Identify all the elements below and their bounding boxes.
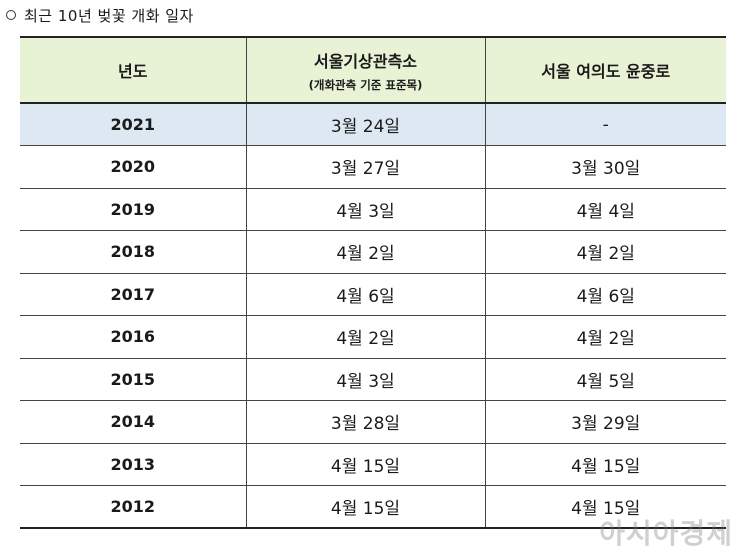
cell-observatory: 4월 15일 xyxy=(245,485,486,529)
circle-bullet-icon xyxy=(6,10,16,20)
cell-year: 2014 xyxy=(20,400,247,444)
cell-yeouido: - xyxy=(484,103,726,146)
cherry-blossom-table: 년도 서울기상관측소 (개화관측 기준 표준목) 서울 여의도 윤중로 2021… xyxy=(20,36,726,529)
cell-observatory: 4월 3일 xyxy=(245,188,486,231)
cell-year: 2013 xyxy=(20,443,247,486)
cell-yeouido: 4월 15일 xyxy=(484,485,726,529)
cell-yeouido: 3월 30일 xyxy=(484,145,726,189)
caption-text: 최근 10년 벚꽃 개화 일자 xyxy=(24,6,194,25)
watermark-logo: 아시아경제 xyxy=(599,517,733,550)
cell-yeouido: 4월 2일 xyxy=(484,315,726,359)
table-row: 2017 4월 6일 4월 6일 xyxy=(20,273,726,316)
table-row: 2012 4월 15일 4월 15일 xyxy=(20,485,726,529)
cell-year: 2017 xyxy=(20,273,247,316)
cell-observatory: 3월 27일 xyxy=(245,145,486,189)
cell-year: 2016 xyxy=(20,315,247,359)
table-row: 2019 4월 3일 4월 4일 xyxy=(20,188,726,231)
cell-observatory: 4월 3일 xyxy=(245,358,486,401)
cell-yeouido: 3월 29일 xyxy=(484,400,726,444)
table-row: 2014 3월 28일 3월 29일 xyxy=(20,400,726,444)
cell-observatory: 4월 2일 xyxy=(245,315,486,359)
header-observatory: 서울기상관측소 (개화관측 기준 표준목) xyxy=(245,36,486,104)
table-row: 2020 3월 27일 3월 30일 xyxy=(20,145,726,189)
cell-yeouido: 4월 15일 xyxy=(484,443,726,486)
cell-observatory: 3월 24일 xyxy=(245,103,486,146)
cell-year: 2020 xyxy=(20,145,247,189)
header-observatory-title: 서울기상관측소 xyxy=(313,51,418,71)
table-row: 2021 3월 24일 - xyxy=(20,103,726,146)
cell-year: 2021 xyxy=(20,103,247,146)
cell-year: 2012 xyxy=(20,485,247,529)
cell-year: 2019 xyxy=(20,188,247,231)
table-header-row: 년도 서울기상관측소 (개화관측 기준 표준목) 서울 여의도 윤중로 xyxy=(20,36,726,104)
cell-yeouido: 4월 6일 xyxy=(484,273,726,316)
cell-year: 2015 xyxy=(20,358,247,401)
cell-observatory: 4월 2일 xyxy=(245,230,486,274)
cell-yeouido: 4월 2일 xyxy=(484,230,726,274)
cell-observatory: 4월 6일 xyxy=(245,273,486,316)
table-caption: 최근 10년 벚꽃 개화 일자 xyxy=(6,4,194,26)
table-row: 2015 4월 3일 4월 5일 xyxy=(20,358,726,401)
cell-yeouido: 4월 5일 xyxy=(484,358,726,401)
cell-observatory: 3월 28일 xyxy=(245,400,486,444)
header-year: 년도 xyxy=(20,36,247,104)
table-row: 2018 4월 2일 4월 2일 xyxy=(20,230,726,274)
header-yeouido: 서울 여의도 윤중로 xyxy=(484,36,726,104)
cell-year: 2018 xyxy=(20,230,247,274)
cell-observatory: 4월 15일 xyxy=(245,443,486,486)
header-observatory-subtitle: (개화관측 기준 표준목) xyxy=(308,77,423,92)
table-row: 2013 4월 15일 4월 15일 xyxy=(20,443,726,486)
table-row: 2016 4월 2일 4월 2일 xyxy=(20,315,726,359)
cell-yeouido: 4월 4일 xyxy=(484,188,726,231)
